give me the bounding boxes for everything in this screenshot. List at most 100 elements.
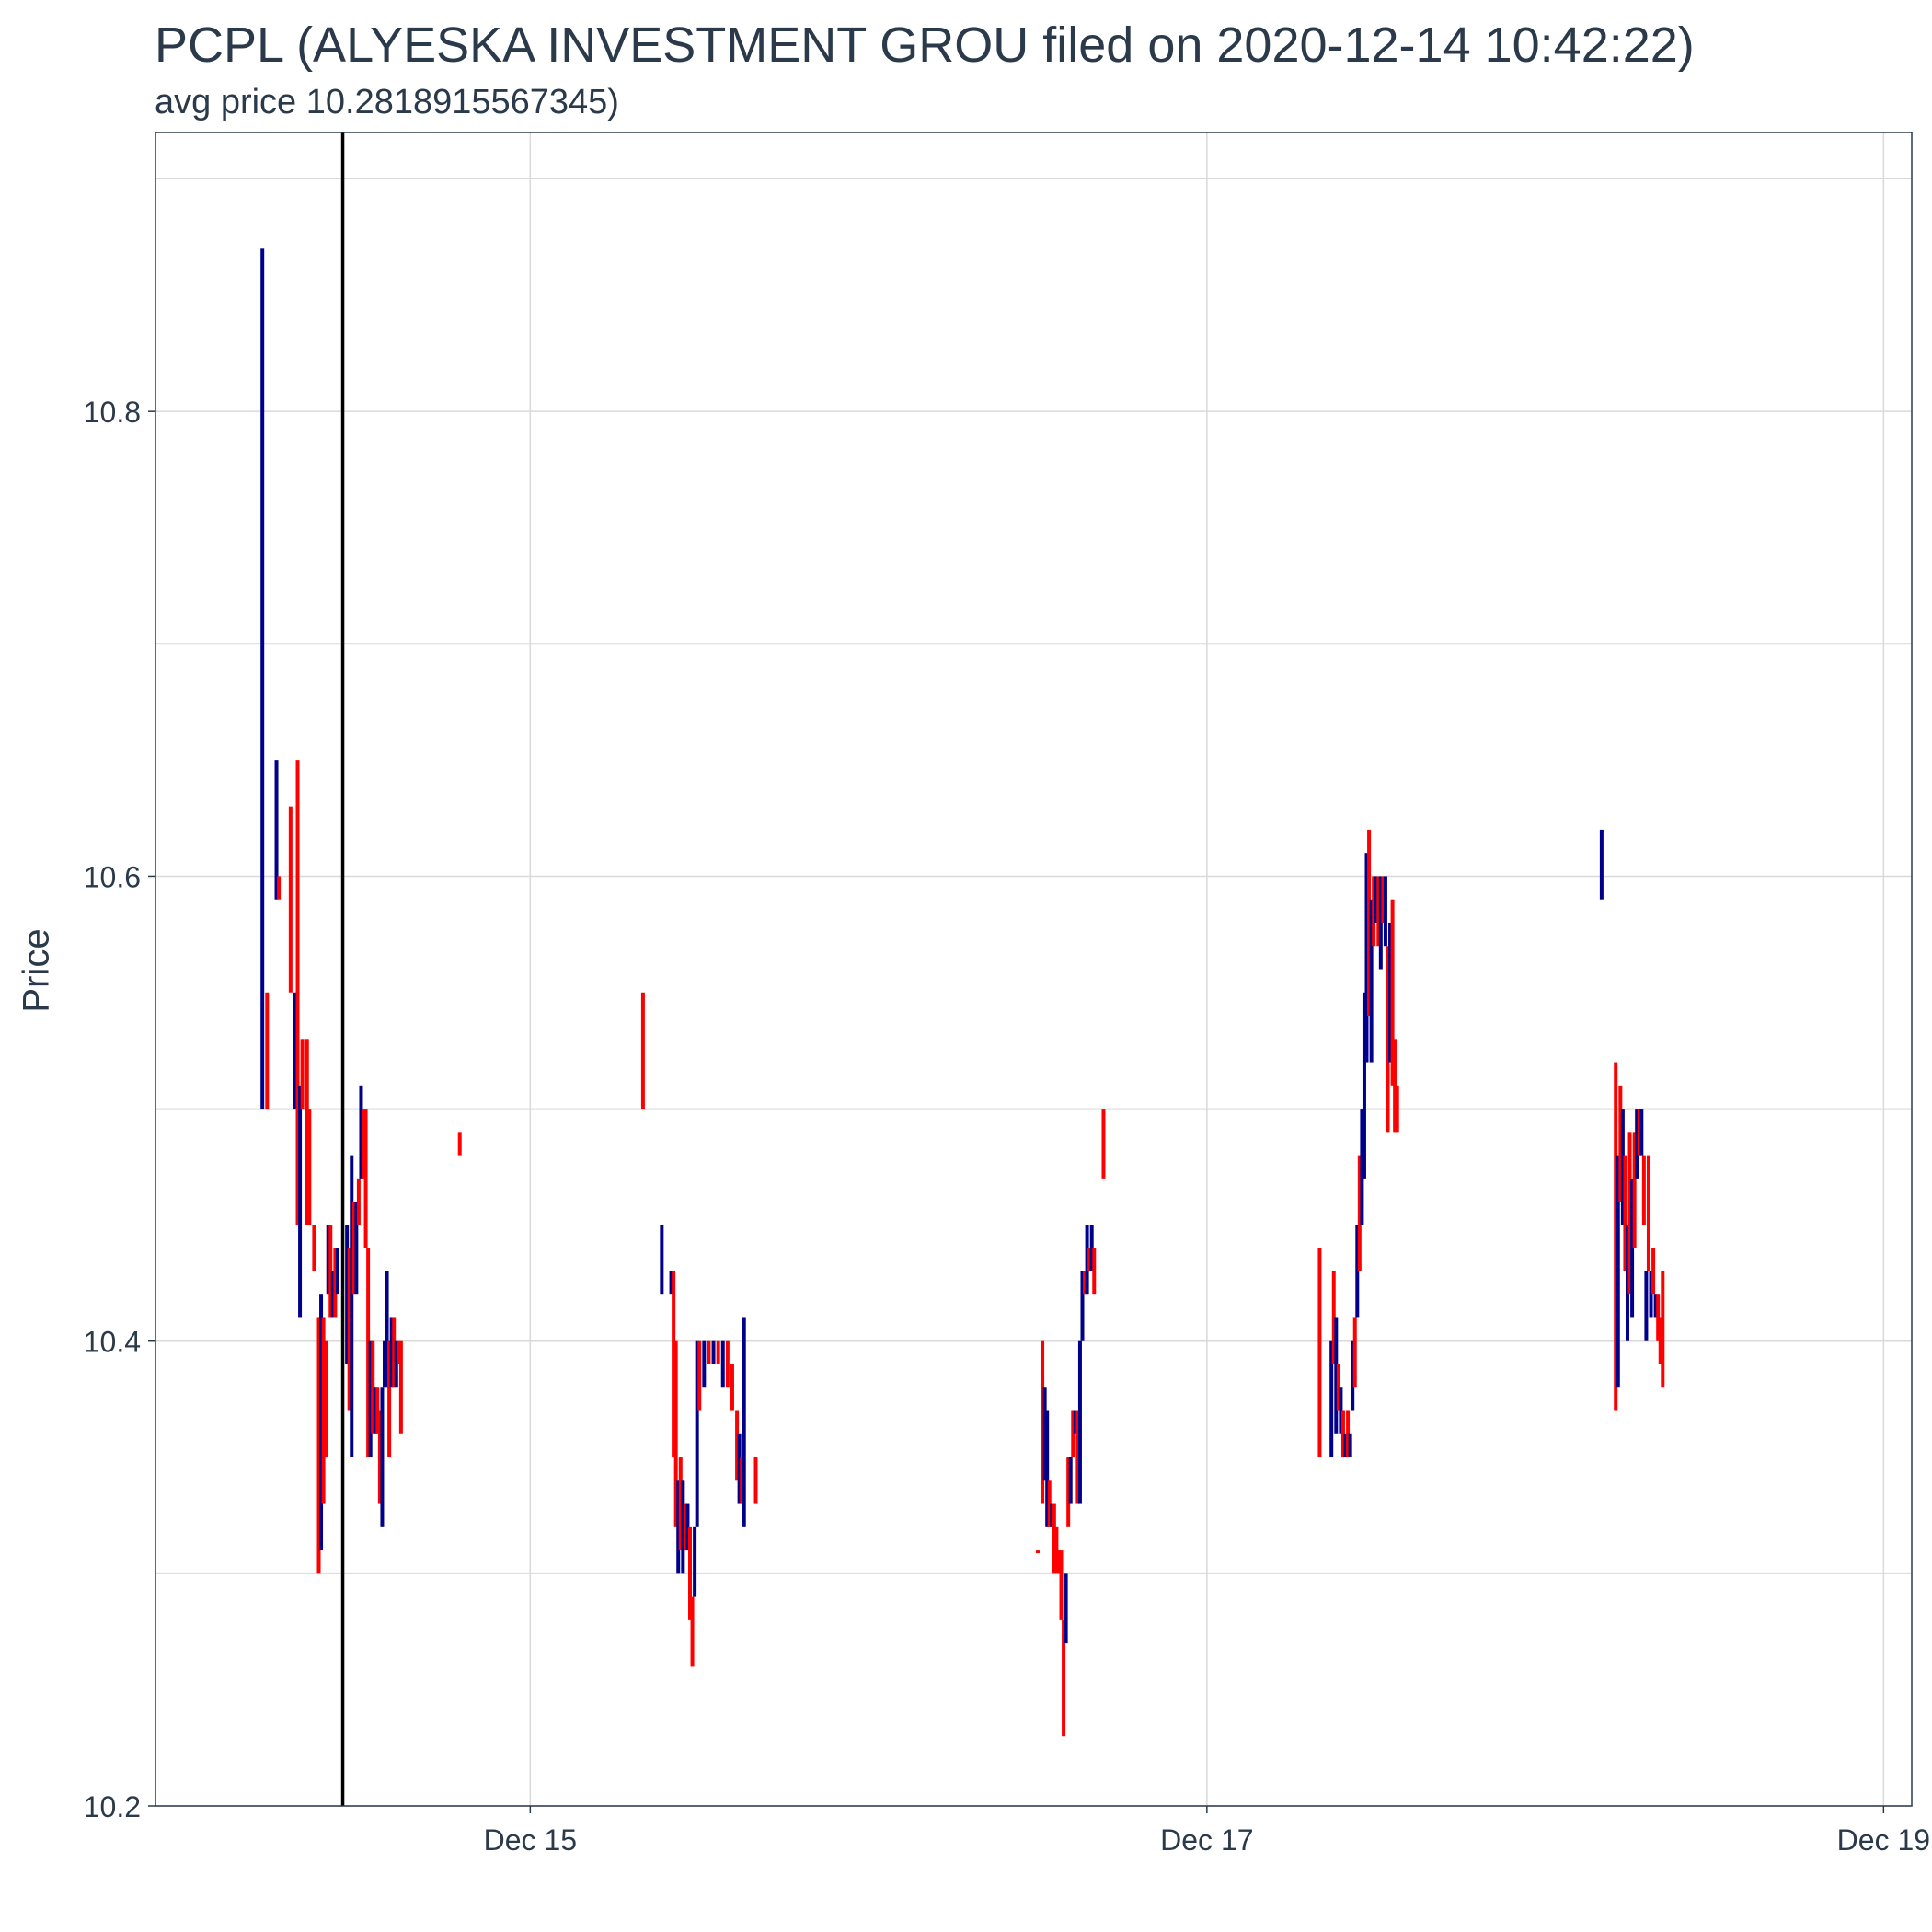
price-bar bbox=[693, 1526, 697, 1597]
price-bar bbox=[1623, 1155, 1627, 1271]
price-bar bbox=[1616, 1155, 1620, 1388]
price-bar bbox=[1374, 876, 1378, 923]
price-bar bbox=[1630, 1178, 1635, 1318]
price-bar bbox=[1649, 1271, 1653, 1318]
price-bar bbox=[1080, 1271, 1085, 1341]
price-bar bbox=[1101, 1109, 1106, 1179]
price-bar bbox=[1393, 1039, 1397, 1133]
price-bar bbox=[392, 1317, 397, 1388]
price-bar bbox=[1637, 1109, 1641, 1156]
price-bar bbox=[1661, 1271, 1665, 1388]
price-bar bbox=[1066, 1457, 1071, 1527]
chart-subtitle: avg price 10.2818915567345) bbox=[155, 83, 619, 121]
price-bar bbox=[1357, 1155, 1362, 1271]
price-bar bbox=[457, 1132, 462, 1156]
price-bar bbox=[1372, 876, 1376, 947]
price-bar bbox=[1656, 1294, 1661, 1341]
price-bar bbox=[1062, 1619, 1066, 1737]
price-bar bbox=[1075, 1410, 1080, 1504]
price-bar bbox=[1369, 899, 1374, 1063]
price-bar bbox=[363, 1109, 368, 1248]
price-bar bbox=[1627, 1132, 1632, 1295]
price-bar bbox=[1632, 1132, 1637, 1248]
price-bar bbox=[681, 1480, 685, 1574]
price-bar bbox=[1064, 1573, 1068, 1644]
price-bar bbox=[305, 1039, 309, 1225]
price-bar bbox=[673, 1340, 678, 1527]
price-bar bbox=[351, 1202, 356, 1295]
price-bar bbox=[1351, 1340, 1355, 1411]
price-bar bbox=[1077, 1340, 1082, 1504]
price-bar bbox=[660, 1225, 664, 1295]
price-bar bbox=[1068, 1457, 1073, 1504]
price-bar bbox=[380, 1387, 385, 1527]
price-bar bbox=[293, 992, 297, 1110]
price-bar bbox=[1388, 922, 1393, 1063]
y-tick-label: 10.2 bbox=[84, 1790, 141, 1823]
price-bar bbox=[1386, 946, 1390, 1133]
price-bar bbox=[356, 1178, 361, 1225]
price-bar bbox=[688, 1526, 692, 1620]
price-bar bbox=[1059, 1550, 1064, 1620]
price-bar bbox=[1317, 1248, 1322, 1458]
price-bar bbox=[1045, 1410, 1050, 1527]
price-bar bbox=[1092, 1248, 1097, 1295]
price-bar bbox=[300, 1039, 305, 1110]
price-bar bbox=[288, 806, 293, 993]
price-bar bbox=[1376, 876, 1381, 947]
price-bar bbox=[354, 1202, 359, 1295]
price-bar bbox=[1367, 829, 1372, 1017]
price-bar bbox=[326, 1225, 330, 1295]
price-bar bbox=[1339, 1387, 1343, 1434]
price-bar bbox=[711, 1340, 716, 1364]
price-bar bbox=[672, 1271, 676, 1458]
price-bar bbox=[1364, 853, 1369, 1063]
price-bar bbox=[1360, 1109, 1364, 1225]
price-bar bbox=[1334, 1317, 1339, 1434]
price-bar bbox=[707, 1340, 711, 1364]
price-bar bbox=[397, 1340, 401, 1364]
price-bar bbox=[740, 1457, 744, 1504]
price-bar bbox=[1340, 1410, 1345, 1458]
price-bar bbox=[678, 1457, 683, 1551]
price-bar bbox=[1085, 1225, 1089, 1295]
price-bar bbox=[319, 1294, 324, 1551]
x-tick-label: Dec 17 bbox=[1160, 1823, 1253, 1857]
price-bar bbox=[312, 1225, 316, 1271]
candlestick-bars bbox=[260, 248, 1665, 1737]
price-bar bbox=[1050, 1503, 1054, 1527]
x-tick-label: Dec 15 bbox=[484, 1823, 577, 1857]
grid-lines bbox=[155, 132, 1912, 1807]
price-bar bbox=[1352, 1317, 1357, 1388]
price-bar bbox=[1047, 1480, 1052, 1527]
price-bar bbox=[307, 1109, 312, 1225]
price-bar bbox=[1646, 1155, 1650, 1271]
price-bar bbox=[753, 1457, 758, 1504]
price-bar bbox=[676, 1480, 681, 1574]
price-bar bbox=[1599, 829, 1604, 900]
price-bar bbox=[742, 1317, 746, 1527]
price-bar bbox=[375, 1387, 380, 1434]
price-bar bbox=[324, 1340, 328, 1458]
price-bar bbox=[730, 1363, 734, 1411]
price-bar bbox=[1035, 1550, 1040, 1554]
plot-frame bbox=[155, 132, 1913, 1807]
price-bar bbox=[387, 1340, 392, 1458]
chart-title: PCPL (ALYESKA INVESTMENT GROU filed on 2… bbox=[155, 17, 1695, 73]
price-bar bbox=[1056, 1550, 1061, 1574]
price-bar bbox=[725, 1340, 730, 1388]
price-bar bbox=[1331, 1271, 1336, 1364]
price-bar bbox=[362, 1109, 366, 1179]
price-bar bbox=[350, 1155, 354, 1458]
price-bar bbox=[1383, 876, 1387, 947]
price-bar bbox=[1346, 1410, 1351, 1458]
price-bar bbox=[1329, 1340, 1334, 1458]
price-bar bbox=[1378, 876, 1383, 970]
price-bar bbox=[1635, 1109, 1639, 1179]
price-bar bbox=[1041, 1340, 1045, 1504]
price-bar bbox=[383, 1340, 386, 1388]
price-bar bbox=[1395, 1085, 1399, 1133]
price-bar bbox=[716, 1340, 720, 1364]
price-bar bbox=[373, 1387, 377, 1434]
price-bar bbox=[368, 1340, 373, 1458]
